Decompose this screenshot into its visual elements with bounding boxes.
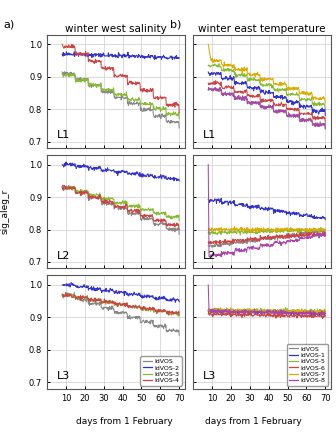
- Title: winter west salinity: winter west salinity: [65, 24, 167, 34]
- Text: days from 1 February: days from 1 February: [205, 416, 302, 426]
- Text: a): a): [3, 19, 14, 29]
- Text: L1: L1: [57, 130, 70, 140]
- Text: L3: L3: [57, 371, 70, 381]
- Text: b): b): [170, 19, 181, 29]
- Text: L1: L1: [203, 130, 216, 140]
- Text: sig_aleg_r: sig_aleg_r: [1, 189, 9, 234]
- Legend: ldVOS, ldVOS-1, ldVOS-5, ldVOS-6, ldVOS-7, ldVOS-8: ldVOS, ldVOS-1, ldVOS-5, ldVOS-6, ldVOS-…: [287, 344, 328, 386]
- Text: days from 1 February: days from 1 February: [76, 416, 173, 426]
- Text: L3: L3: [203, 371, 216, 381]
- Title: winter east temperature: winter east temperature: [198, 24, 326, 34]
- Text: L2: L2: [203, 251, 216, 260]
- Text: L2: L2: [57, 251, 70, 260]
- Legend: ldVOS, ldVOS-2, ldVOS-3, ldVOS-4: ldVOS, ldVOS-2, ldVOS-3, ldVOS-4: [140, 356, 182, 386]
